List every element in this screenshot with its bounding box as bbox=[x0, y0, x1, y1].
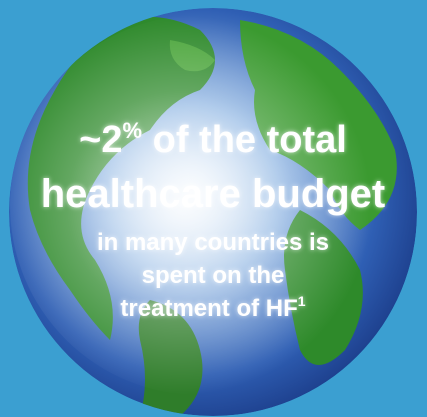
headline-text: of the total bbox=[142, 119, 347, 161]
body-text: spent on the bbox=[142, 262, 285, 289]
headline-line: ~2% of the total bbox=[79, 118, 347, 161]
body-line: in many countries is bbox=[97, 229, 329, 256]
headline-text: ~2 bbox=[79, 119, 122, 161]
slide-graphic: ~2% of the total healthcare budget in ma… bbox=[0, 0, 427, 417]
headline-text: healthcare budget bbox=[41, 172, 386, 216]
superscript: % bbox=[123, 118, 143, 143]
body-text: treatment of HF bbox=[120, 295, 297, 322]
headline-line: healthcare budget bbox=[41, 172, 386, 216]
body-text: in many countries is bbox=[97, 229, 329, 256]
superscript: 1 bbox=[298, 293, 306, 309]
page: ~2% of the total healthcare budget in ma… bbox=[0, 0, 427, 417]
body-line: treatment of HF1 bbox=[120, 293, 305, 322]
body-line: spent on the bbox=[142, 262, 285, 289]
